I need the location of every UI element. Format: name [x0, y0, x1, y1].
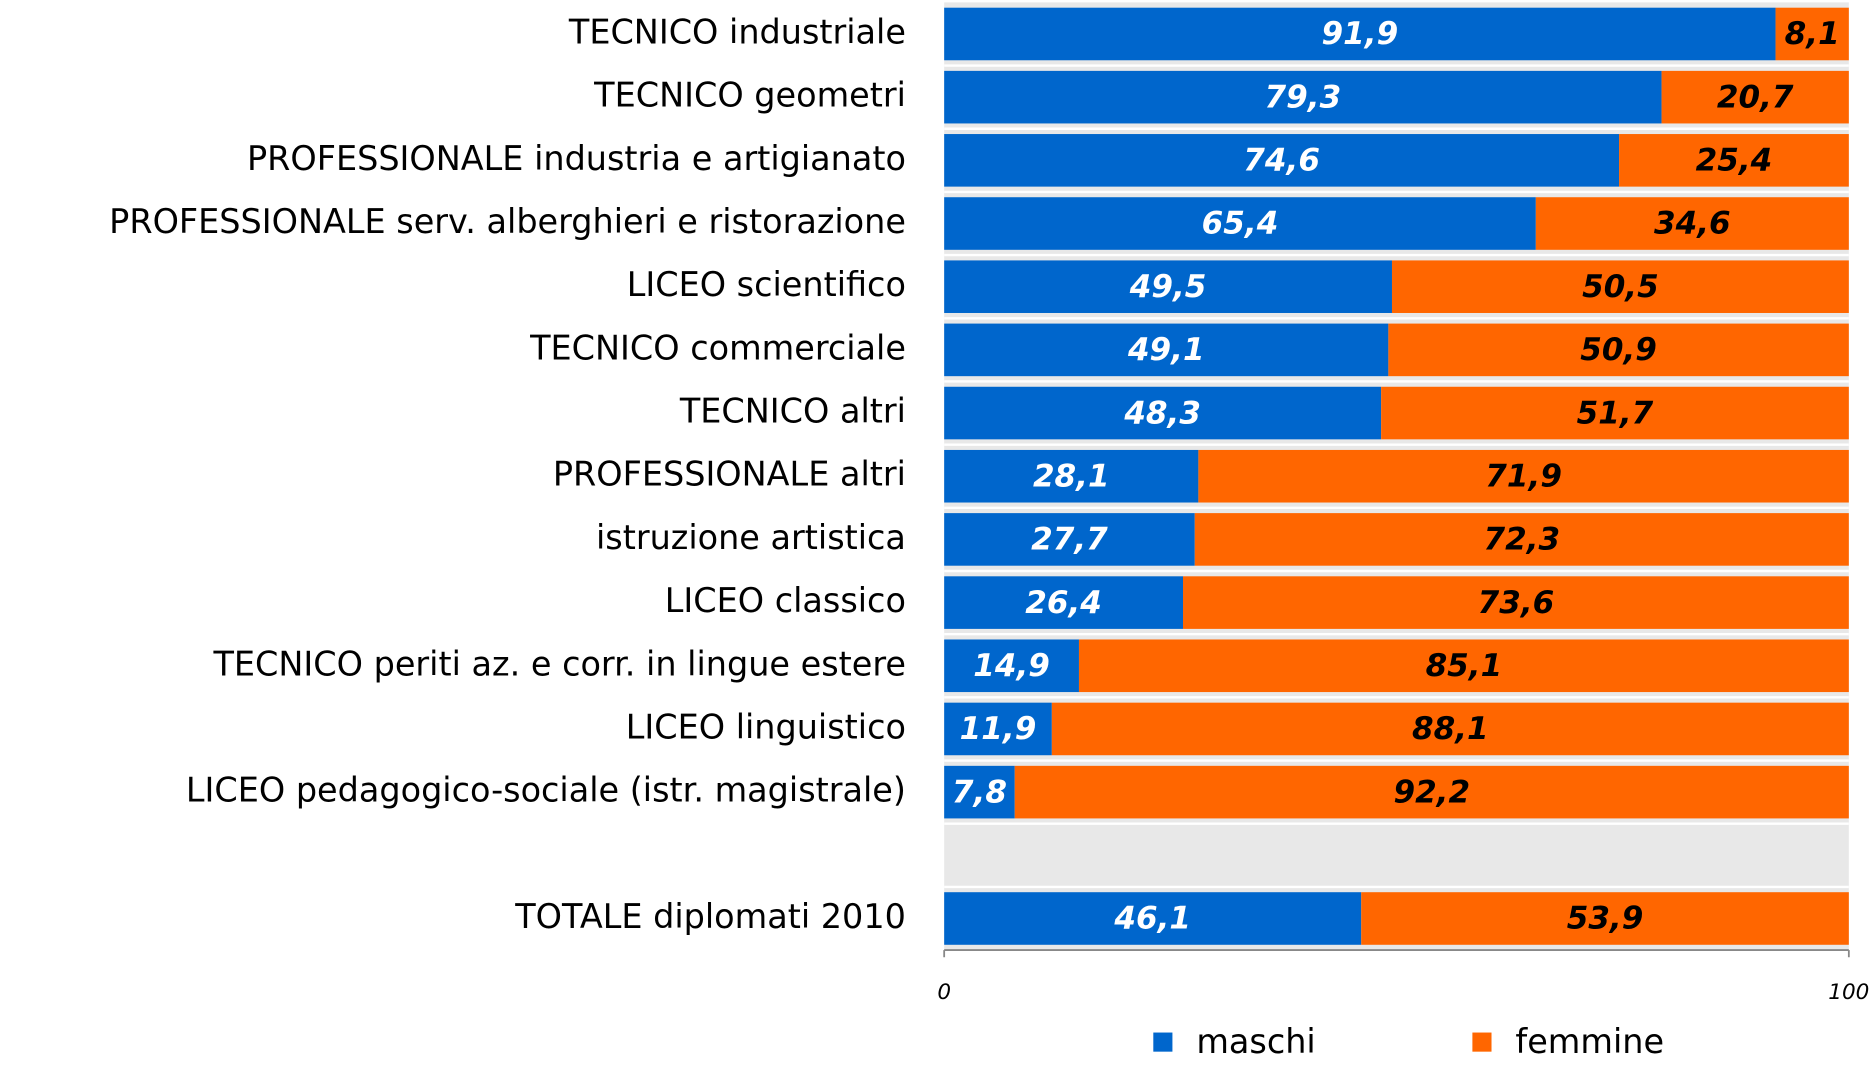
data-label: 27,7: [1031, 522, 1108, 558]
data-label: 49,5: [1129, 269, 1207, 305]
data-label: 53,9: [1567, 901, 1644, 937]
bar-segment: [944, 323, 1389, 377]
data-label: 48,3: [1123, 395, 1201, 431]
category-label: LICEO scientifico: [627, 265, 906, 304]
category-label: PROFESSIONALE serv. alberghieri e ristor…: [109, 202, 906, 241]
bar-segment: [944, 7, 1776, 61]
category-label: LICEO linguistico: [626, 707, 906, 746]
data-label: 34,6: [1654, 206, 1731, 242]
bar-segment: [944, 513, 1195, 566]
bar-segment: [1381, 386, 1849, 440]
bar-segment: [1051, 702, 1849, 756]
bar-segment: [944, 765, 1015, 819]
data-label: 72,3: [1483, 522, 1560, 558]
data-label: 25,4: [1696, 143, 1773, 179]
data-label: 73,6: [1478, 585, 1555, 621]
legend-swatch: [1153, 1032, 1173, 1052]
category-label: PROFESSIONALE industria e artigianato: [247, 139, 906, 178]
legend-label: maschi: [1196, 1022, 1315, 1061]
bar-segment: [944, 70, 1662, 124]
bar-segment: [1619, 134, 1849, 187]
bar-segment: [944, 639, 1079, 693]
category-label: LICEO pedagogico-sociale (istr. magistra…: [186, 771, 906, 810]
data-label: 11,9: [960, 711, 1037, 747]
category-label: istruzione artistica: [596, 518, 906, 557]
data-label: 50,9: [1580, 332, 1657, 368]
legend-swatch: [1472, 1032, 1492, 1052]
category-label: PROFESSIONALE altri: [553, 455, 906, 494]
bar-segment: [1775, 7, 1849, 61]
bar-segment: [944, 260, 1392, 313]
category-label: TECNICO industriale: [568, 12, 906, 51]
bar-segment: [944, 386, 1382, 440]
bar-segment: [944, 197, 1536, 250]
category-label: TECNICO periti az. e corr. in lingue est…: [212, 644, 905, 683]
data-label: 88,1: [1412, 711, 1489, 747]
bar-segment: [944, 449, 1199, 503]
data-label: 79,3: [1265, 79, 1342, 115]
category-label: LICEO classico: [665, 581, 906, 620]
data-label: 71,9: [1485, 458, 1562, 494]
category-label: TECNICO commerciale: [529, 328, 906, 367]
bar-segment: [1014, 765, 1849, 819]
data-label: 8,1: [1785, 16, 1840, 52]
data-label: 92,2: [1393, 774, 1470, 810]
data-label: 7,8: [952, 774, 1007, 810]
data-label: 74,6: [1243, 143, 1320, 179]
bar-segment: [1194, 513, 1849, 566]
category-label: TECNICO altri: [679, 392, 906, 431]
bar-segment: [1198, 449, 1849, 503]
data-label: 65,4: [1202, 206, 1279, 242]
legend-label: femmine: [1515, 1022, 1664, 1061]
x-tick-label: 0: [937, 980, 951, 1005]
data-label: 20,7: [1717, 79, 1794, 115]
data-label: 26,4: [1025, 585, 1102, 621]
category-label: TOTALE diplomati 2010: [514, 897, 906, 936]
x-tick-label: 100: [1828, 980, 1869, 1005]
data-label: 49,1: [1127, 332, 1205, 368]
data-label: 46,1: [1113, 901, 1191, 937]
bar-segment: [1661, 70, 1849, 124]
data-label: 85,1: [1426, 648, 1503, 684]
bar-segment: [1391, 260, 1849, 313]
bar-segment: [1078, 639, 1849, 693]
data-label: 91,9: [1322, 16, 1399, 52]
bar-segment: [944, 134, 1620, 187]
bar-segment: [1388, 323, 1849, 377]
data-label: 28,1: [1033, 458, 1110, 494]
bar-segment: [944, 702, 1052, 756]
bar-segment: [1361, 892, 1849, 945]
bar-segment: [1183, 576, 1849, 629]
data-label: 50,5: [1582, 269, 1659, 305]
bar-segment: [944, 576, 1184, 629]
bar-segment: [944, 892, 1362, 945]
bar-segment: [1535, 197, 1849, 250]
data-label: 14,9: [973, 648, 1050, 684]
category-label: TECNICO geometri: [593, 76, 906, 115]
data-label: 51,7: [1577, 395, 1654, 431]
